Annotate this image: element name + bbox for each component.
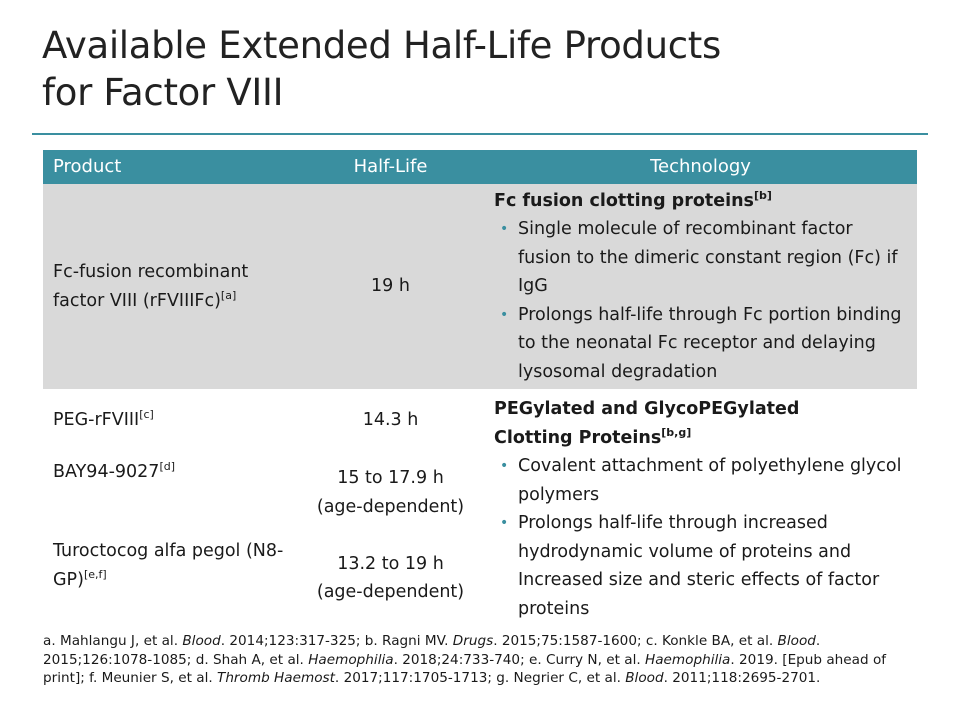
ref-journal: Blood [625,670,664,686]
half-life-note: (age-dependent) [316,582,465,603]
technology-heading-line: PEGylated and GlycoPEGylated [494,399,800,419]
ref-text: g. Negrier C, et al. [496,670,626,686]
product-cell-peg-rfviii: PEG-rFVIII[c] [43,389,297,452]
half-life-cell: 13.2 to 19 h (age-dependent) [297,533,484,623]
technology-heading-line: Clotting Proteins [494,427,662,448]
references-footnote: a. Mahlangu J, et al. Blood. 2014;123:31… [43,632,923,688]
bullet-item: • Prolongs half-life through Fc portion b… [494,301,907,387]
bullet-icon: • [500,458,509,474]
ref-text: e. Curry N, et al. [529,651,645,668]
ref-text: . 2011;118:2695-2701. [663,670,821,686]
bullet-text: Prolongs half-life through Fc portion bi… [518,304,902,382]
table-row-fc-fusion: Fc-fusion recombinant factor VIII (rFVII… [43,184,917,389]
slide-title-line-1: Available Extended Half-Life Products [42,24,721,67]
product-name: PEG-rFVIII [53,410,140,431]
bullet-icon: • [500,306,509,323]
products-table: Product Half-Life Technology Fc-fusion r… [43,150,917,623]
product-cell-fc: Fc-fusion recombinant factor VIII (rFVII… [43,184,297,389]
citation-sup: [b,g] [661,425,692,439]
ref-text: b. Ragni MV. [364,633,453,649]
citation-sup: [d] [159,460,176,474]
table-row-peg-3: Turoctocog alfa pegol (N8-GP)[e,f] 13.2 … [43,533,917,623]
ref-journal: Thromb Haemost [217,670,335,686]
header-technology: Technology [484,150,917,184]
bullet-item: • Single molecule of recombinant factor f… [494,215,907,301]
bullet-text: Single molecule of recombinant factor fu… [518,219,898,297]
half-life-cell: 15 to 17.9 h (age-dependent) [297,452,484,533]
ref-journal: Haemophilia [645,651,731,668]
technology-cell-fc: Fc fusion clotting proteins[b] • Single m… [484,184,917,389]
ref-text: . 2015;75:1587-1600; [493,633,646,649]
citation-sup: [a] [220,288,237,302]
technology-heading-peg: PEGylated and GlycoPEGylated Clotting Pr… [494,395,907,452]
product-cell-n8gp: Turoctocog alfa pegol (N8-GP)[e,f] [43,533,297,623]
product-name: Turoctocog alfa pegol (N8-GP) [53,541,284,590]
technology-cell-peg: PEGylated and GlycoPEGylated Clotting Pr… [484,389,917,623]
bullet-item: • Prolongs half-life through increased hy… [494,509,907,623]
table-row-peg-2: BAY94-9027[d] 15 to 17.9 h (age-dependen… [43,452,917,533]
ref-journal: Haemophilia [308,651,394,668]
header-half-life: Half-Life [297,150,484,184]
half-life-value: 14.3 h [362,410,419,431]
bullet-text: Prolongs half-life through increased hyd… [518,513,880,619]
ref-journal: Blood [777,633,816,649]
citation-sup: [b] [753,188,772,202]
bullet-icon: • [500,221,509,238]
ref-journal: Drugs [452,633,494,649]
product-name-fc: Fc-fusion recombinant factor VIII (rFVII… [53,262,249,311]
ref-text: f. Meunier S, et al. [89,670,218,686]
half-life-value: 13.2 to 19 h [337,553,444,574]
ref-text: . 2014;123:317-325; [220,633,365,649]
citation-sup: [c] [139,408,154,422]
half-life-note: (age-dependent) [316,496,465,517]
ref-text: a. Mahlangu J, et al. [43,633,183,649]
table-header-row: Product Half-Life Technology [43,150,917,184]
bullet-item: • Covalent attachment of polyethylene gly… [494,452,907,509]
title-divider [32,133,928,135]
product-name: BAY94-9027 [53,462,160,483]
slide-title-line-2: for Factor VIII [42,71,284,114]
ref-text: . 2018;24:733-740; [393,651,529,668]
product-cell-bay94: BAY94-9027[d] [43,452,297,533]
technology-heading-fc: Fc fusion clotting proteins[b] [494,187,907,216]
half-life-value: 15 to 17.9 h [337,468,444,489]
ref-journal: Blood [182,633,221,649]
ref-text: d. Shah A, et al. [195,651,309,668]
half-life-cell-fc: 19 h [297,184,484,389]
header-product: Product [43,150,297,184]
ref-text: . 2019. [Epub ahead of print]; [43,651,887,687]
half-life-cell: 14.3 h [297,389,484,452]
ref-text: . 2017;117:1705-1713; [334,670,497,686]
bullet-text: Covalent attachment of polyethylene glyc… [518,456,902,505]
table-row-peg-1: PEG-rFVIII[c] 14.3 h PEGylated and Glyco… [43,389,917,619]
slide-title: Available Extended Half-Life Products fo… [42,22,922,116]
citation-sup: [e,f] [83,568,107,582]
technology-heading-text: Fc fusion clotting proteins [494,190,754,211]
ref-text: c. Konkle BA, et al. [645,633,778,649]
ref-text: . 2015;126:1078-1085; [43,633,821,668]
bullet-icon: • [500,515,509,531]
